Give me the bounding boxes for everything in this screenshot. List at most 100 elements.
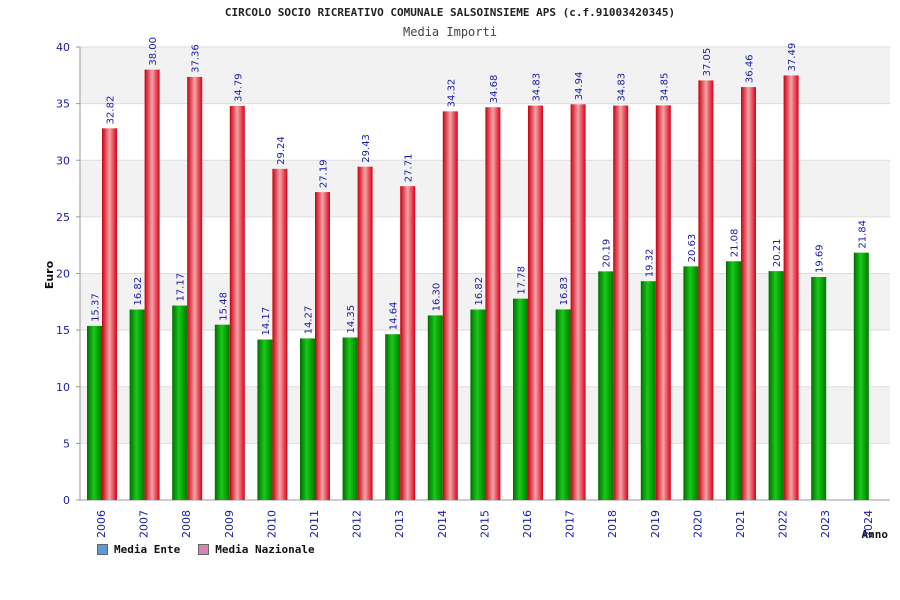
data-label: 37.49 [787,43,798,72]
data-label: 14.35 [346,305,357,334]
data-label: 14.17 [261,307,272,336]
data-label: 16.82 [474,277,485,306]
bar-media-ente [385,334,401,500]
bar-media-ente [470,309,486,500]
bar-media-nazionale [570,104,586,500]
bar-media-nazionale [655,105,671,500]
bar-media-nazionale [144,69,160,501]
y-tick-label: 5 [63,437,70,450]
x-tick-label: 2007 [138,510,151,538]
data-label: 15.48 [218,292,229,321]
x-tick-label: 2022 [777,510,790,538]
y-tick-label: 25 [56,211,70,224]
bar-media-ente [257,339,273,500]
data-label: 34.32 [446,79,457,108]
data-label: 16.30 [431,283,442,312]
bar-media-nazionale [400,186,416,500]
x-tick-label: 2012 [351,510,364,538]
data-label: 29.24 [276,136,287,165]
bar-media-ente [555,309,571,500]
chart-subtitle: Media Importi [403,25,497,39]
data-label: 34.79 [233,73,244,102]
x-tick-label: 2011 [308,510,321,538]
bar-media-nazionale [272,168,288,500]
data-label: 16.82 [133,277,144,306]
bar-media-ente [726,261,741,500]
data-label: 34.68 [489,75,500,104]
legend-item-nazionale: Media Nazionale [198,543,315,556]
data-label: 37.05 [702,48,713,77]
x-axis-label: Anno [862,528,889,541]
bar-media-nazionale [442,111,458,501]
bar-media-ente [87,325,102,500]
y-tick-label: 0 [63,494,70,507]
bar-media-ente [172,305,188,500]
x-tick-label: 2024 [862,510,875,538]
data-label: 17.78 [517,266,528,295]
x-tick-label: 2015 [478,510,491,538]
data-label: 20.21 [772,238,783,267]
y-tick-label: 15 [56,324,70,337]
chart-title: CIRCOLO SOCIO RICREATIVO COMUNALE SALSOI… [224,6,676,19]
x-tick-label: 2014 [436,510,449,538]
data-label: 38.00 [148,37,159,66]
bar-media-nazionale [357,166,373,500]
bar-media-ente [342,337,358,500]
x-tick-label: 2017 [564,510,577,538]
bar-media-ente [427,315,443,500]
bar-media-nazionale [783,75,799,500]
bar-media-ente [683,266,699,500]
bar-media-nazionale [613,105,629,501]
legend-label-nazionale: Media Nazionale [215,543,315,556]
bar-media-ente [811,277,827,500]
data-label: 21.84 [857,220,868,249]
x-tick-label: 2006 [95,510,108,538]
x-tick-label: 2023 [819,510,832,538]
data-label: 15.37 [91,293,102,322]
data-label: 34.94 [574,72,585,101]
x-tick-label: 2010 [265,510,278,538]
x-tick-label: 2021 [734,510,747,538]
bar-media-nazionale [102,128,117,500]
data-label: 20.19 [602,239,613,268]
bar-media-nazionale [485,107,501,501]
y-tick-label: 10 [56,381,70,394]
data-label: 19.32 [644,249,655,278]
data-label: 34.85 [659,73,670,102]
data-label: 21.08 [730,229,741,258]
bar-media-ente [513,298,528,500]
legend: Media Ente Media Nazionale [97,543,315,556]
bar-media-ente [768,271,784,500]
y-axis-label: Euro [43,260,56,289]
y-tick-label: 35 [56,98,70,111]
data-label: 34.83 [532,73,543,102]
x-tick-label: 2016 [521,510,534,538]
data-label: 14.27 [304,306,315,335]
x-tick-label: 2013 [393,510,406,538]
data-label: 29.43 [361,134,372,163]
data-label: 19.69 [815,244,826,273]
bar-media-ente [214,324,230,500]
legend-item-ente: Media Ente [97,543,180,556]
x-tick-label: 2018 [606,510,619,538]
legend-swatch-nazionale [198,544,210,555]
data-label: 17.17 [176,273,187,302]
data-label: 32.82 [106,96,117,125]
data-label: 34.83 [617,73,628,102]
x-tick-label: 2009 [223,510,236,538]
bar-media-ente [598,271,614,500]
bar-media-ente [300,338,315,500]
bar-media-nazionale [187,76,203,500]
bar-media-nazionale [315,192,330,501]
y-tick-label: 20 [56,268,70,281]
data-label: 14.64 [389,302,400,331]
data-label: 20.63 [687,234,698,263]
x-tick-label: 2020 [691,510,704,538]
bar-media-nazionale [698,80,714,500]
bar-media-nazionale [528,105,543,501]
legend-label-ente: Media Ente [114,543,181,556]
y-tick-label: 30 [56,154,70,167]
bar-media-nazionale [229,106,245,501]
data-label: 27.71 [404,154,415,183]
